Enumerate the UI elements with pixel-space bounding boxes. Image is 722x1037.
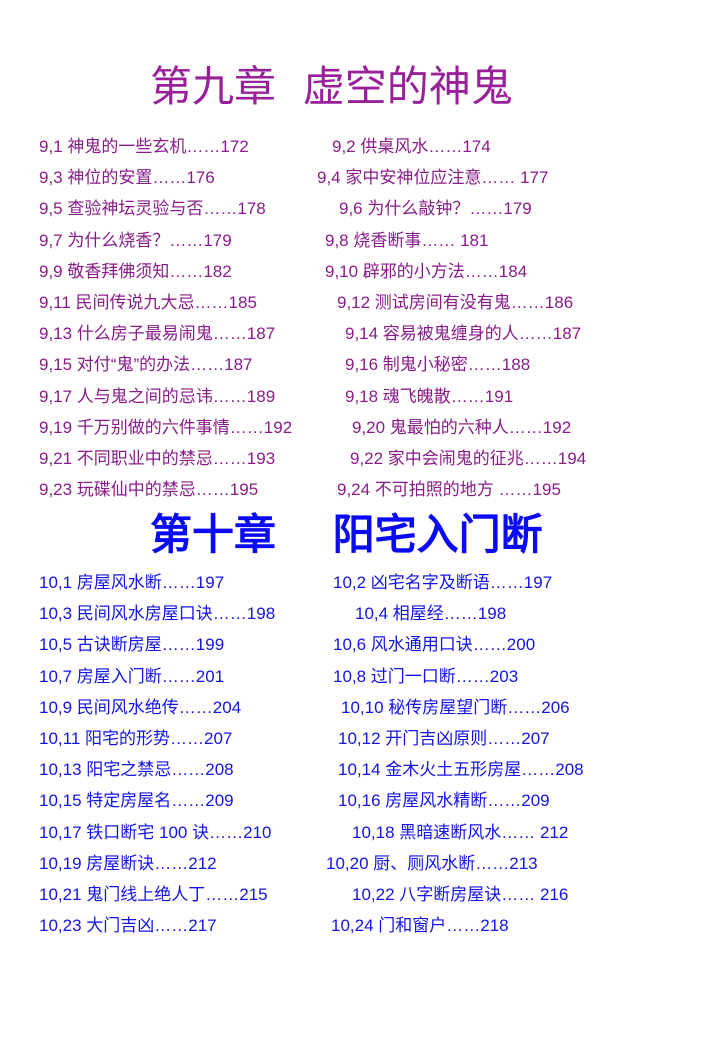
toc-entry: 10,23 大门吉凶……217 — [39, 916, 217, 936]
toc-entry: 9,9 敬香拜佛须知……182 — [39, 261, 232, 281]
toc-entry: 9,12 测试房间有没有鬼……186 — [337, 293, 574, 312]
toc-entry: 9,20 鬼最怕的六种人……192 — [352, 417, 572, 437]
toc-entry: 10,3 民间风水房屋口诀……198 — [39, 604, 276, 624]
toc-entry: 10,18 黑暗速断风水…… 212 — [352, 822, 569, 842]
toc-entry: 10,2 凶宅名字及断语……197 — [333, 573, 553, 592]
toc-entry: 10,4 相屋经……198 — [355, 604, 507, 624]
toc-entry: 9,3 神位的安置……176 — [39, 168, 215, 188]
toc-entry: 9,7 为什么烧香？……179 — [39, 230, 232, 250]
toc-entry: 9,8 烧香断事…… 181 — [325, 230, 489, 250]
toc-entry: 10,12 开门吉凶原则……207 — [338, 729, 550, 748]
toc-entry: 9,18 魂飞魄散……191 — [345, 386, 514, 406]
toc-entry: 9,5 查验神坛灵验与否……178 — [39, 199, 266, 219]
toc-entry: 10,17 铁口断宅 100 诀……210 — [39, 822, 272, 842]
toc-entry: 10,24 门和窗户……218 — [331, 916, 509, 936]
toc-entry: 9,6 为什么敲钟？……179 — [339, 199, 532, 219]
toc-entry: 9,4 家中安神位应注意…… 177 — [317, 168, 549, 188]
toc-entry: 9,24 不可拍照的地方 ……195 — [337, 480, 561, 500]
chapter-9-title: 第九章 虚空的神鬼 — [150, 62, 513, 111]
toc-entry: 9,11 民间传说九大忌……185 — [39, 293, 257, 312]
toc-entry: 10,22 八字断房屋诀…… 216 — [352, 885, 569, 904]
chapter-10-title: 第十章 阳宅入门断 — [150, 510, 543, 559]
toc-entry: 9,23 玩碟仙中的禁忌……195 — [39, 480, 259, 500]
toc-entry: 9,19 千万别做的六件事情……192 — [39, 417, 293, 437]
toc-entry: 10,21 鬼门线上绝人丁……215 — [39, 885, 268, 904]
toc-entry: 9,17 人与鬼之间的忌讳……189 — [39, 386, 276, 406]
toc-entry: 9,13 什么房子最易闹鬼……187 — [39, 324, 276, 344]
toc-entry: 10,15 特定房屋名……209 — [39, 791, 234, 811]
toc-entry: 9,1 神鬼的一些玄机……172 — [39, 137, 249, 156]
toc-entry: 10,19 房屋断诀……212 — [39, 853, 217, 873]
toc-entry: 9,15 对付“鬼”的办法……187 — [39, 355, 253, 375]
toc-entry: 10,16 房屋风水精断……209 — [338, 791, 550, 811]
toc-entry: 9,14 容易被鬼缠身的人……187 — [345, 324, 582, 344]
toc-entry: 10,11 阳宅的形势……207 — [39, 729, 233, 748]
toc-entry: 9,21 不同职业中的禁忌……193 — [39, 449, 276, 468]
toc-entry: 10,13 阳宅之禁忌……208 — [39, 760, 234, 780]
toc-entry: 10,20 厨、厕风水断……213 — [326, 853, 538, 873]
toc-entry: 9,2 供桌风水……174 — [332, 137, 491, 156]
toc-entry: 9,16 制鬼小秘密……188 — [345, 355, 531, 375]
toc-entry: 10,6 风水通用口诀……200 — [333, 635, 536, 655]
toc-entry: 10,10 秘传房屋望门断……206 — [341, 697, 570, 717]
toc-entry: 10,8 过门一口断……203 — [333, 666, 519, 686]
toc-entry: 10,14 金木火土五形房屋……208 — [338, 760, 584, 780]
toc-entry: 10,7 房屋入门断……201 — [39, 666, 225, 686]
toc-entry: 10,5 古诀断房屋……199 — [39, 635, 225, 655]
toc-entry: 9,22 家中会闹鬼的征兆……194 — [350, 449, 587, 468]
toc-entry: 9,10 辟邪的小方法……184 — [325, 261, 528, 281]
toc-entry: 10,9 民间风水绝传……204 — [39, 697, 242, 717]
toc-entry: 10,1 房屋风水断……197 — [39, 573, 225, 592]
